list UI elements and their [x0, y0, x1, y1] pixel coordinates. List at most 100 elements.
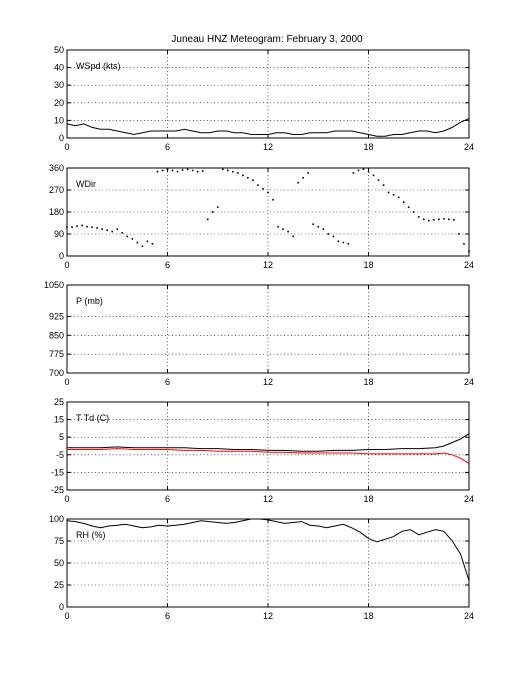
panel-1: 0 6 12 18 24 0 90 180 270 360 WDir [49, 163, 474, 270]
panel-label: RH (%) [76, 530, 106, 540]
x-tick-label: 24 [464, 142, 474, 152]
data-point [312, 223, 315, 226]
data-point [282, 228, 284, 230]
data-point [297, 181, 299, 184]
data-point [438, 218, 440, 221]
y-tick-label: 850 [49, 330, 64, 340]
data-point [267, 191, 269, 194]
data-point [422, 218, 425, 221]
data-point [247, 176, 249, 179]
data-point [96, 227, 98, 229]
panel-frame [66, 49, 470, 139]
data-point [407, 206, 410, 208]
y-tick-label: 25 [54, 580, 64, 590]
x-tick-label: 18 [363, 260, 373, 270]
data-point [458, 233, 460, 235]
panel-label: WSpd (kts) [76, 61, 121, 71]
data-point [111, 230, 114, 233]
x-tick-label: 24 [464, 611, 474, 621]
x-tick-label: 0 [64, 377, 69, 387]
data-point [211, 211, 214, 213]
x-tick-label: 18 [363, 377, 373, 387]
data-point [387, 191, 390, 194]
chart-title: Juneau HNZ Meteogram: February 3, 2000 [171, 34, 363, 45]
x-tick-label: 0 [64, 611, 69, 621]
data-point [91, 226, 93, 228]
data-point [417, 216, 420, 218]
data-point [257, 184, 259, 186]
data-point [262, 187, 264, 190]
data-point [357, 169, 360, 172]
x-tick-label: 6 [165, 377, 170, 387]
x-tick-label: 18 [363, 611, 373, 621]
series-line-0 [67, 433, 470, 452]
data-point [277, 225, 279, 228]
data-point [176, 170, 179, 173]
data-point [86, 225, 88, 228]
y-tick-label: 90 [54, 229, 64, 239]
y-tick-label: 5 [59, 432, 64, 442]
y-tick-label: 25 [54, 397, 64, 407]
y-tick-label: 100 [49, 514, 64, 524]
x-tick-label: 6 [165, 260, 170, 270]
data-point [428, 219, 430, 222]
data-point [332, 235, 335, 238]
data-point [141, 245, 144, 248]
data-point [412, 211, 415, 213]
y-tick-label: 10 [54, 115, 64, 125]
x-tick-label: 6 [165, 494, 170, 504]
data-point [106, 229, 108, 232]
x-tick-label: 12 [263, 142, 273, 152]
data-point [221, 168, 224, 171]
x-tick-label: 24 [464, 377, 474, 387]
data-point [156, 170, 159, 173]
data-point [433, 219, 435, 221]
x-tick-label: 24 [464, 260, 474, 270]
panel-0: 0 6 12 18 24 0 10 20 30 40 50 WSpd (kts) [54, 45, 474, 152]
panel-frame [66, 284, 470, 374]
y-tick-label: -5 [56, 450, 64, 460]
x-tick-label: 12 [263, 260, 273, 270]
y-tick-label: 50 [54, 558, 64, 568]
data-point [347, 242, 350, 245]
x-tick-label: 6 [165, 611, 170, 621]
data-point [66, 225, 68, 228]
data-point [232, 170, 234, 173]
data-point [181, 169, 184, 171]
x-tick-label: 12 [263, 377, 273, 387]
data-point [186, 168, 189, 171]
x-tick-label: 0 [64, 142, 69, 152]
data-point [242, 174, 244, 177]
panel-4: 0 6 12 18 24 0 25 50 75 100 RH (%) [49, 514, 474, 621]
data-point [352, 172, 355, 174]
data-point [76, 225, 78, 227]
panel-label: P (mb) [76, 296, 103, 306]
data-point [397, 196, 400, 199]
data-point [191, 169, 194, 172]
data-point [227, 169, 229, 172]
data-point [322, 228, 325, 230]
y-tick-label: 925 [49, 311, 64, 321]
y-tick-label: 20 [54, 98, 64, 108]
data-point [146, 240, 149, 243]
panel-3: 0 6 12 18 24 -25 -15 -5 5 15 25 T Td (C) [51, 397, 474, 504]
y-tick-label: 75 [54, 536, 64, 546]
data-point [252, 179, 254, 182]
y-tick-label: 40 [54, 63, 64, 73]
data-point [116, 228, 119, 230]
data-point [206, 218, 209, 221]
y-tick-label: 0 [59, 133, 64, 143]
y-tick-label: 0 [59, 602, 64, 612]
data-point [151, 242, 154, 245]
panel-label: T Td (C) [76, 413, 109, 423]
y-tick-label: 775 [49, 349, 64, 359]
y-tick-label: -25 [51, 485, 64, 495]
data-point [292, 235, 294, 238]
data-point [367, 170, 370, 173]
data-point [448, 218, 450, 221]
data-point [307, 172, 309, 174]
data-point [237, 172, 239, 174]
data-point [216, 206, 219, 208]
y-tick-label: 30 [54, 80, 64, 90]
